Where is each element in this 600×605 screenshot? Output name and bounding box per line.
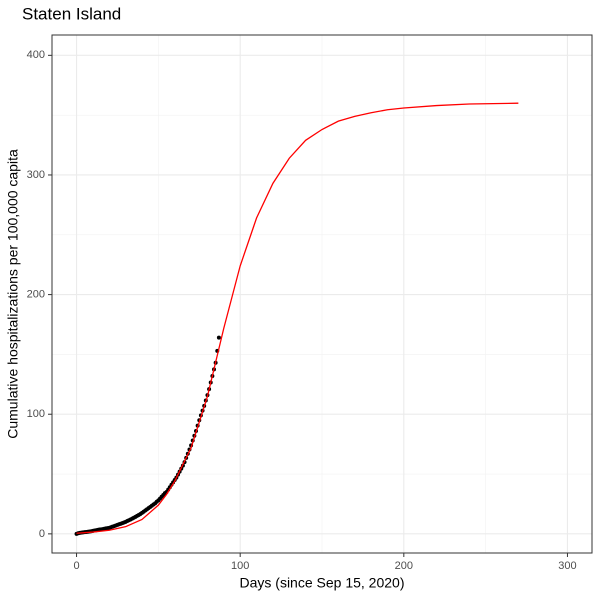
y-axis-label: Cumulative hospitalizations per 100,000 … bbox=[5, 149, 21, 439]
y-tick-label: 0 bbox=[39, 528, 45, 540]
x-tick-label: 300 bbox=[558, 560, 576, 572]
y-tick-label: 100 bbox=[27, 408, 45, 420]
x-axis-label: Days (since Sep 15, 2020) bbox=[240, 575, 405, 591]
data-point bbox=[216, 335, 221, 340]
x-tick-label: 200 bbox=[395, 560, 413, 572]
fit-line bbox=[76, 102, 519, 534]
chart-title: Staten Island bbox=[22, 4, 121, 23]
y-tick-label: 400 bbox=[27, 49, 45, 61]
panel-border bbox=[51, 34, 593, 554]
x-tick-label: 100 bbox=[231, 560, 249, 572]
x-tick-label: 0 bbox=[73, 560, 79, 572]
y-tick-label: 200 bbox=[27, 289, 45, 301]
y-tick-label: 300 bbox=[27, 169, 45, 181]
